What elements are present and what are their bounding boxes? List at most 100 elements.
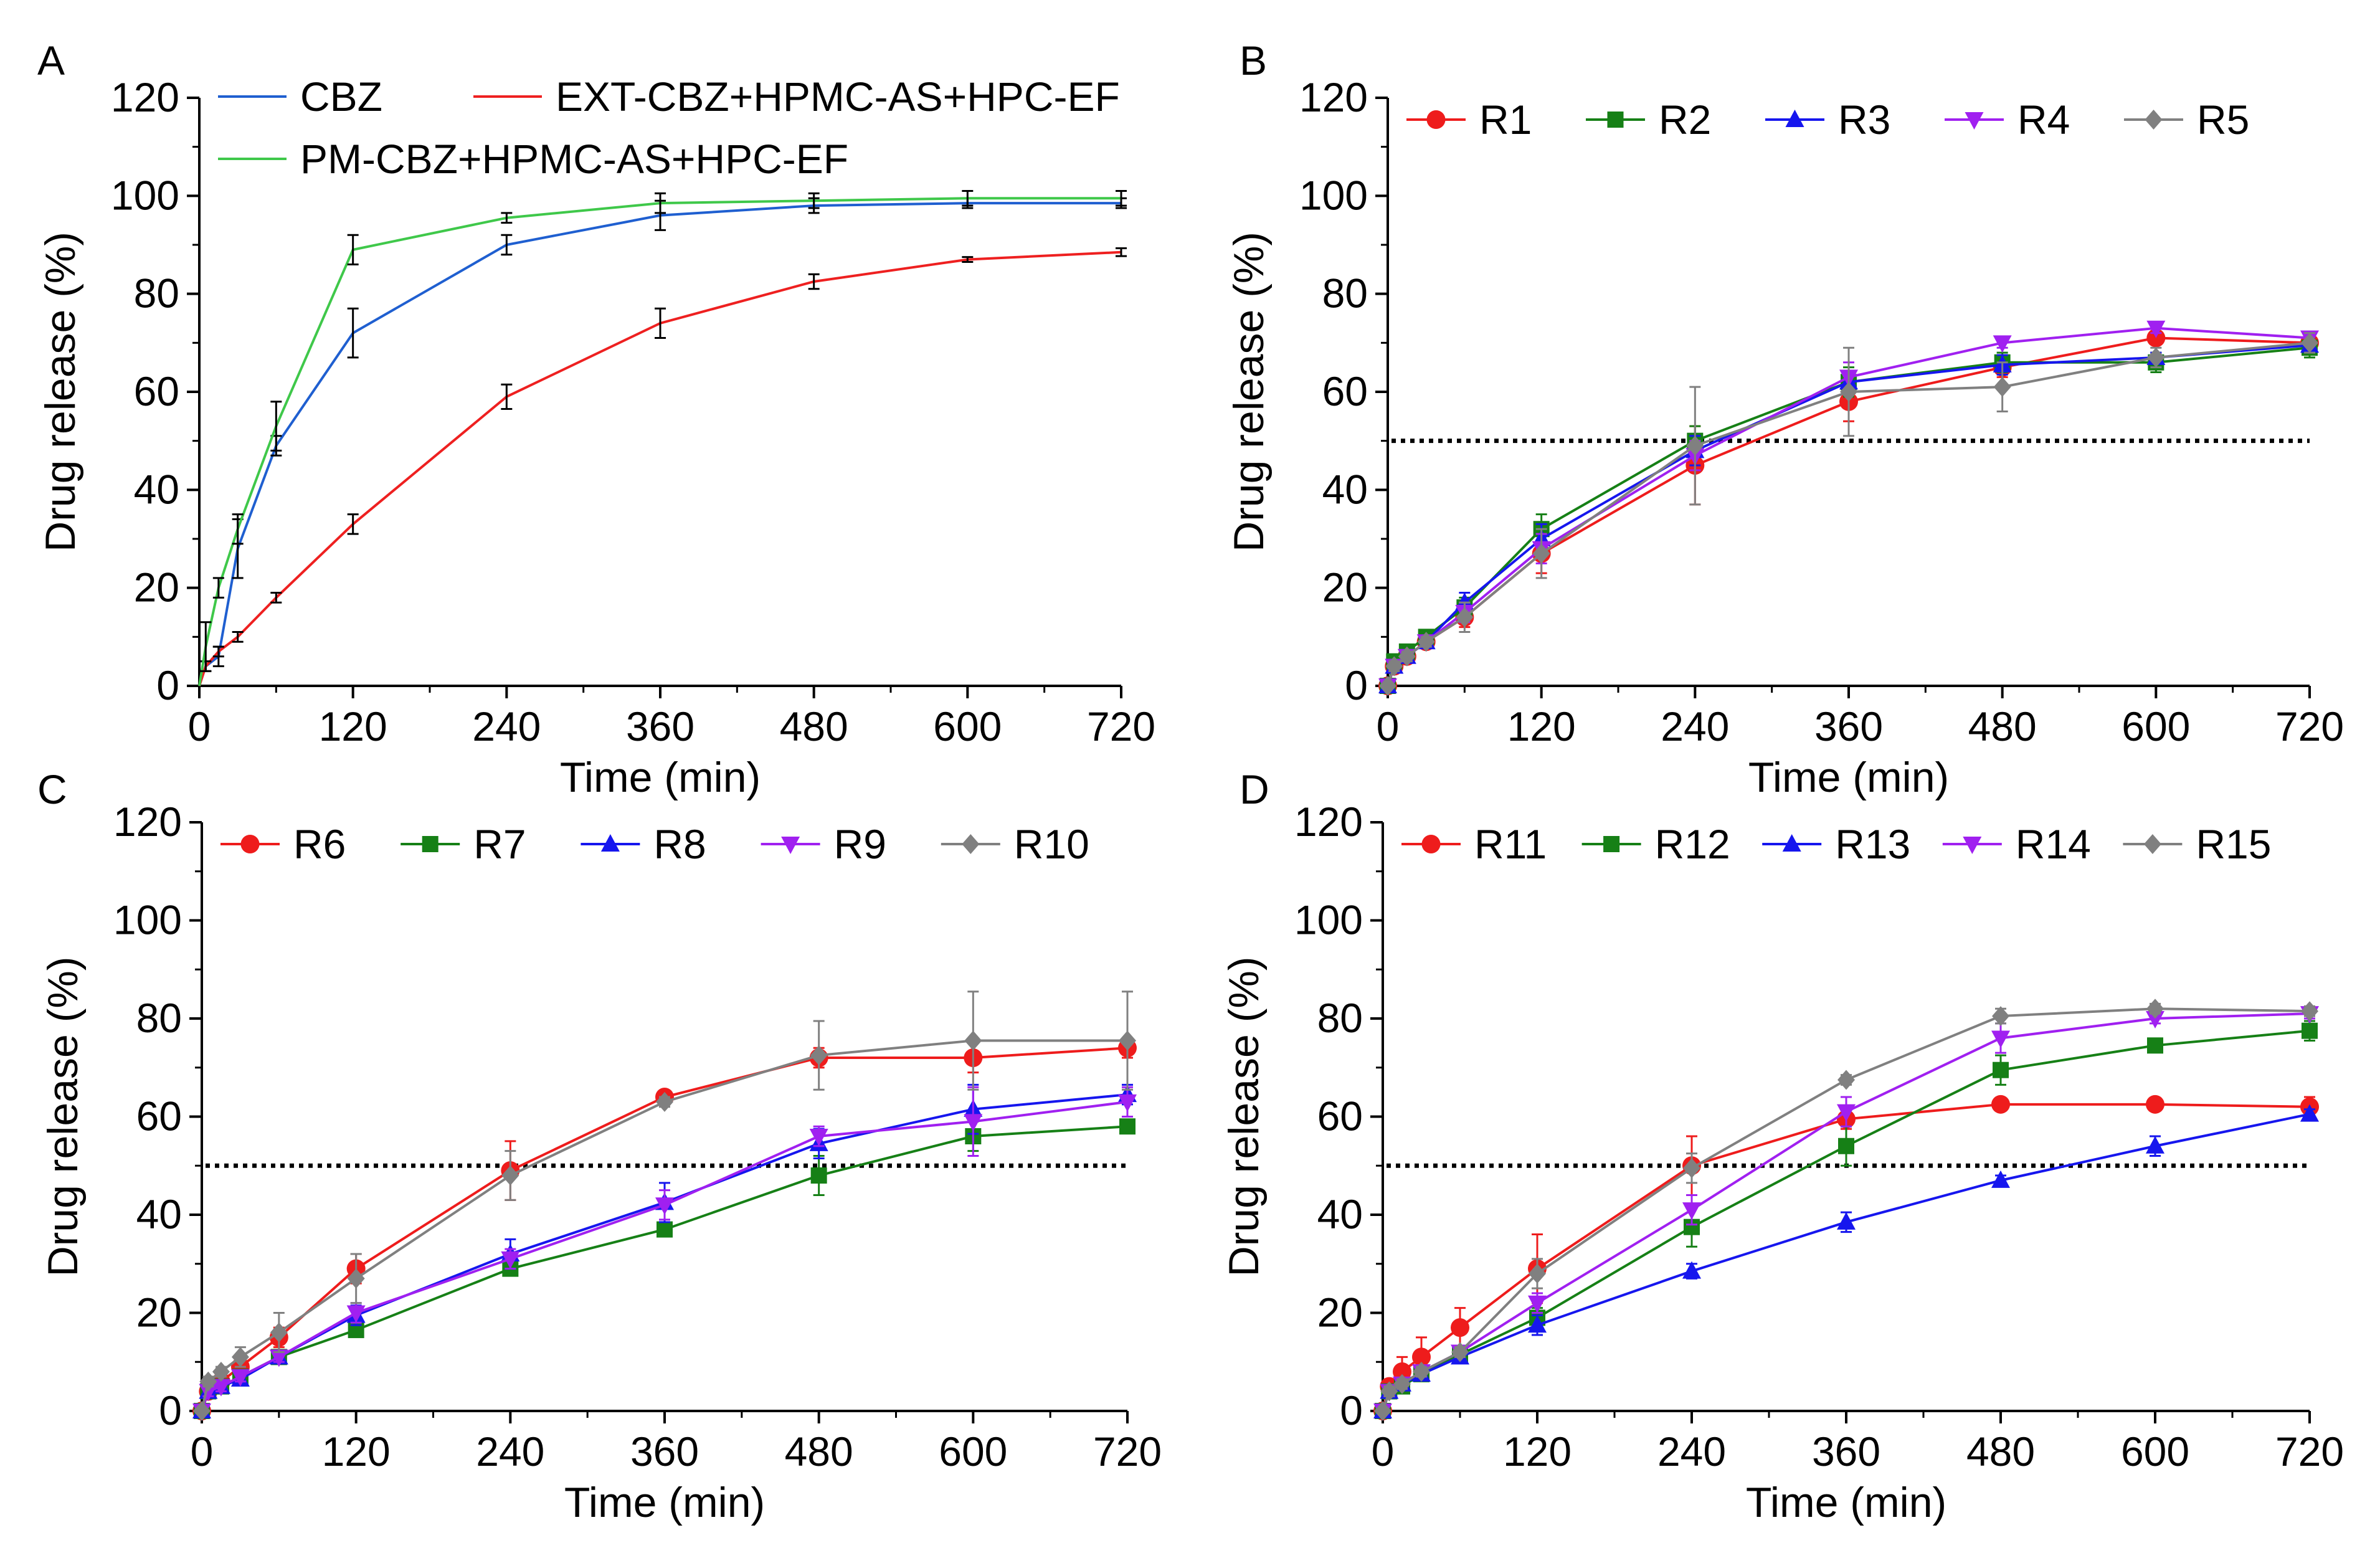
x-axis-title: Time (min)	[1748, 754, 1949, 801]
y-tick-label: 40	[136, 1191, 182, 1237]
y-tick-label: 60	[1317, 1093, 1363, 1139]
panel-label: B	[1240, 37, 1267, 83]
legend-marker	[1785, 110, 1804, 127]
y-tick-label: 100	[1299, 172, 1368, 218]
legend-label: R7	[473, 821, 526, 867]
legend-entry: R13	[1762, 821, 1910, 867]
x-tick-label: 240	[1657, 1428, 1726, 1475]
x-tick-label: 720	[1087, 703, 1155, 749]
data-point	[1993, 377, 2011, 397]
data-point	[211, 1379, 230, 1397]
legend-label: R10	[1014, 821, 1089, 867]
y-tick-label: 80	[1322, 270, 1368, 316]
panel-b: B 0 20 40 60 80 100 120 0 120 240 360 480 600 720 Time …	[1225, 37, 2344, 801]
legend-label: R4	[2017, 97, 2070, 143]
data-point	[1412, 1347, 1431, 1367]
data-point	[1393, 1362, 1411, 1381]
data-point	[1528, 1295, 1547, 1313]
legend-label: R8	[653, 821, 706, 867]
data-point	[1838, 1137, 1854, 1154]
legend-label: PM-CBZ+HPMC-AS+HPC-EF	[300, 136, 848, 182]
data-point	[2302, 1022, 2318, 1039]
panel-label: D	[1240, 766, 1269, 812]
panel-label: A	[37, 37, 65, 83]
legend-marker	[1607, 112, 1624, 128]
data-point	[1119, 1118, 1135, 1135]
legend-entry: R10	[941, 821, 1089, 867]
y-tick-label: 100	[113, 897, 182, 943]
x-tick-label: 120	[322, 1428, 391, 1475]
y-tick-label: 0	[1340, 1387, 1363, 1433]
series-r5	[1379, 332, 2318, 696]
x-tick-label: 240	[476, 1428, 544, 1475]
data-point	[655, 1197, 674, 1215]
data-point	[1837, 1104, 1856, 1122]
data-point	[193, 1401, 211, 1421]
data-point	[501, 1166, 519, 1185]
panel-a: A 0 20 40 60 80 100 120 0 120 240 360 480 600 720 Time …	[37, 37, 1155, 801]
x-tick-label: 360	[1812, 1428, 1880, 1475]
data-point	[1683, 1158, 1700, 1179]
legend-entry: R9	[761, 821, 886, 867]
data-point	[347, 1268, 365, 1289]
data-point	[2147, 1037, 2163, 1054]
y-tick-label: 100	[1294, 897, 1363, 943]
legend-entry: R8	[581, 821, 706, 867]
panel-d: D 0 20 40 60 80 100 120 0 120 240 360 480 600 720 Time …	[1220, 766, 2344, 1526]
x-tick-label: 600	[939, 1428, 1007, 1475]
data-point	[1991, 1095, 2010, 1114]
legend-entry: PM-CBZ+HPMC-AS+HPC-EF	[218, 136, 848, 182]
y-tick-label: 80	[136, 995, 182, 1041]
legend-entry: R3	[1765, 97, 1890, 143]
data-point	[1118, 1094, 1137, 1112]
legend-label: R1	[1479, 97, 1532, 143]
legend-marker	[781, 837, 800, 854]
x-axis-title: Time (min)	[564, 1479, 765, 1526]
data-point	[964, 1114, 983, 1132]
series-line	[198, 197, 1121, 686]
x-tick-label: 0	[1377, 703, 1400, 749]
legend-label: EXT-CBZ+HPMC-AS+HPC-EF	[556, 74, 1120, 120]
legend-label: R13	[1835, 821, 1910, 867]
series-cbz	[198, 197, 1127, 686]
y-axis-title: Drug release (%)	[1220, 957, 1268, 1277]
data-point	[199, 1384, 218, 1402]
legend-entry: EXT-CBZ+HPMC-AS+HPC-EF	[473, 74, 1120, 120]
legend-label: R14	[2016, 821, 2091, 867]
data-point	[1451, 1318, 1469, 1337]
x-tick-label: 600	[2122, 703, 2190, 749]
data-point	[1991, 1030, 2010, 1048]
legend-label: R9	[834, 821, 886, 867]
data-point	[1385, 656, 1403, 677]
legend-entry: R1	[1406, 97, 1532, 143]
y-axis-title: Drug release (%)	[37, 232, 84, 552]
data-point	[1992, 1006, 2009, 1027]
data-point	[1413, 1362, 1430, 1382]
legend-marker	[1421, 835, 1441, 853]
legend-marker	[1782, 834, 1801, 852]
legend-marker	[422, 836, 439, 852]
legend-marker	[2143, 834, 2161, 854]
y-tick-label: 40	[134, 466, 179, 512]
data-point	[2301, 1001, 2318, 1022]
legend-entry: R15	[2123, 821, 2271, 867]
y-tick-label: 20	[1322, 564, 1368, 610]
data-point	[2146, 1136, 2164, 1154]
x-axis-title: Time (min)	[1746, 1479, 1946, 1526]
data-point	[810, 1167, 827, 1184]
x-tick-label: 480	[1968, 703, 2037, 749]
y-tick-label: 20	[136, 1289, 182, 1336]
legend-marker	[1963, 837, 1982, 854]
y-tick-label: 120	[113, 799, 182, 845]
legend-entry: R2	[1586, 97, 1711, 143]
data-point	[1993, 1061, 2009, 1078]
x-axis-title: Time (min)	[560, 754, 761, 801]
x-tick-label: 480	[785, 1428, 853, 1475]
y-tick-label: 60	[136, 1093, 182, 1139]
data-point	[2147, 347, 2165, 368]
data-point	[2301, 333, 2318, 353]
data-point	[1686, 435, 1704, 456]
legend-marker	[962, 834, 980, 854]
data-point	[1451, 1342, 1469, 1362]
legend-entry: R11	[1401, 821, 1547, 867]
